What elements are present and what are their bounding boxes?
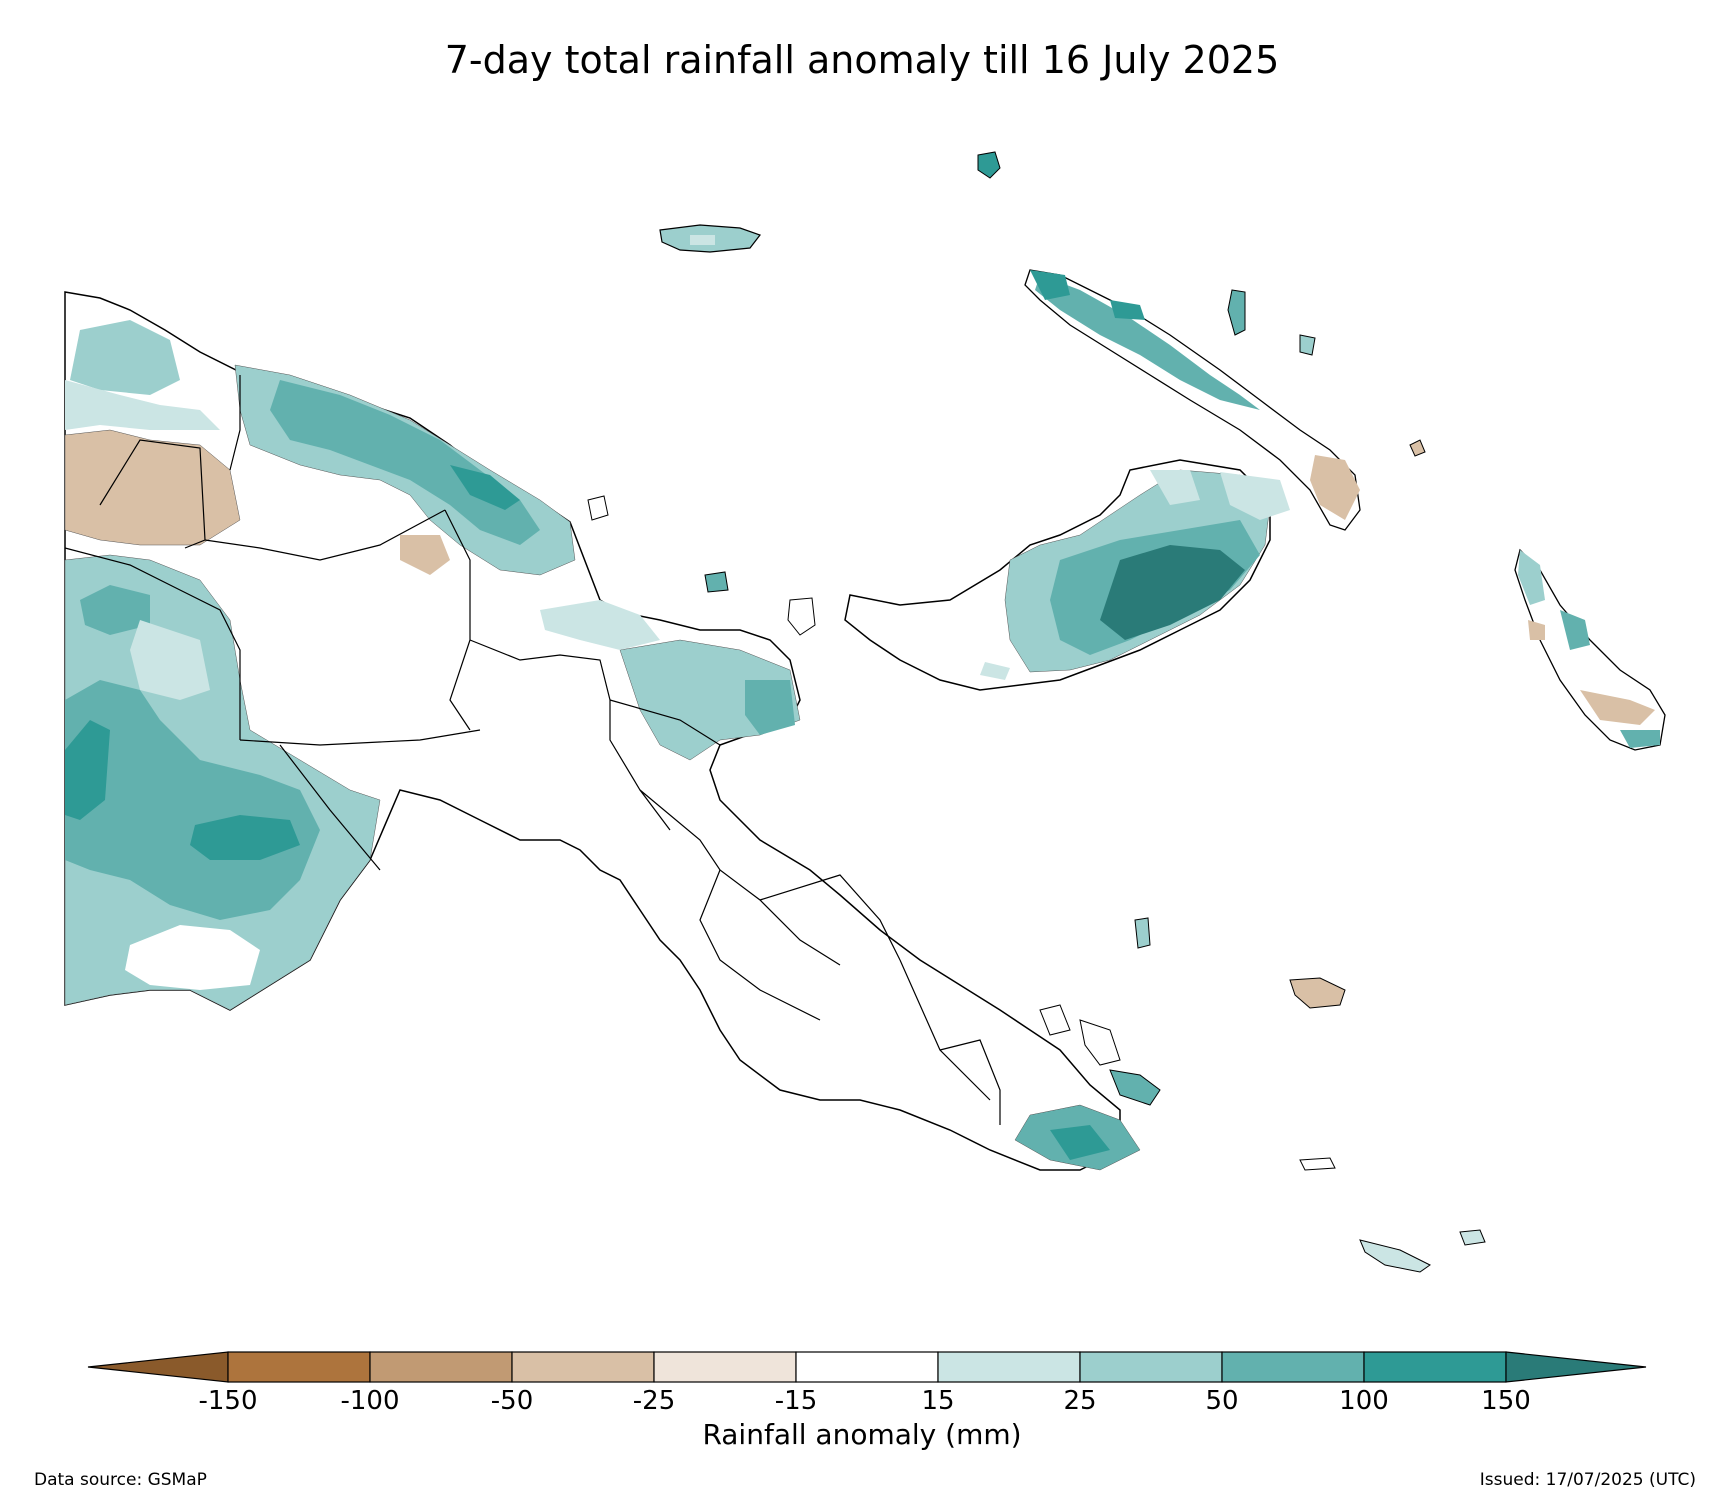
issued-date-note: Issued: 17/07/2025 (UTC) bbox=[1479, 1470, 1696, 1490]
manus bbox=[659, 224, 761, 253]
colorbar-tick: 50 bbox=[1205, 1386, 1239, 1416]
colorbar-tick: -15 bbox=[774, 1386, 818, 1416]
northwest-dry-zone bbox=[64, 429, 241, 546]
colorbar bbox=[87, 1351, 1647, 1383]
colorbar-tick: -150 bbox=[198, 1386, 258, 1416]
colorbar-tick: -50 bbox=[490, 1386, 534, 1416]
data-source-note: Data source: GSMaP bbox=[34, 1470, 207, 1490]
colorbar-tick: -100 bbox=[340, 1386, 400, 1416]
colorbar-tick: 25 bbox=[1063, 1386, 1097, 1416]
colorbar-tick: -25 bbox=[632, 1386, 676, 1416]
mainland bbox=[64, 291, 1141, 1171]
colorbar-tick: 15 bbox=[921, 1386, 955, 1416]
colorbar-tick: 100 bbox=[1339, 1386, 1389, 1416]
colorbar-label: Rainfall anomaly (mm) bbox=[702, 1418, 1022, 1451]
colorbar-extend-low bbox=[87, 1351, 229, 1383]
province-borders bbox=[64, 375, 1001, 1125]
small-islands bbox=[587, 151, 1486, 1273]
bougainville bbox=[1514, 548, 1666, 751]
colorbar-tick: 150 bbox=[1481, 1386, 1531, 1416]
colorbar-extend-high bbox=[1505, 1351, 1647, 1383]
new-ireland bbox=[1024, 269, 1361, 531]
new-britain bbox=[844, 459, 1290, 691]
map-title: 7-day total rainfall anomaly till 16 Jul… bbox=[444, 38, 1280, 82]
